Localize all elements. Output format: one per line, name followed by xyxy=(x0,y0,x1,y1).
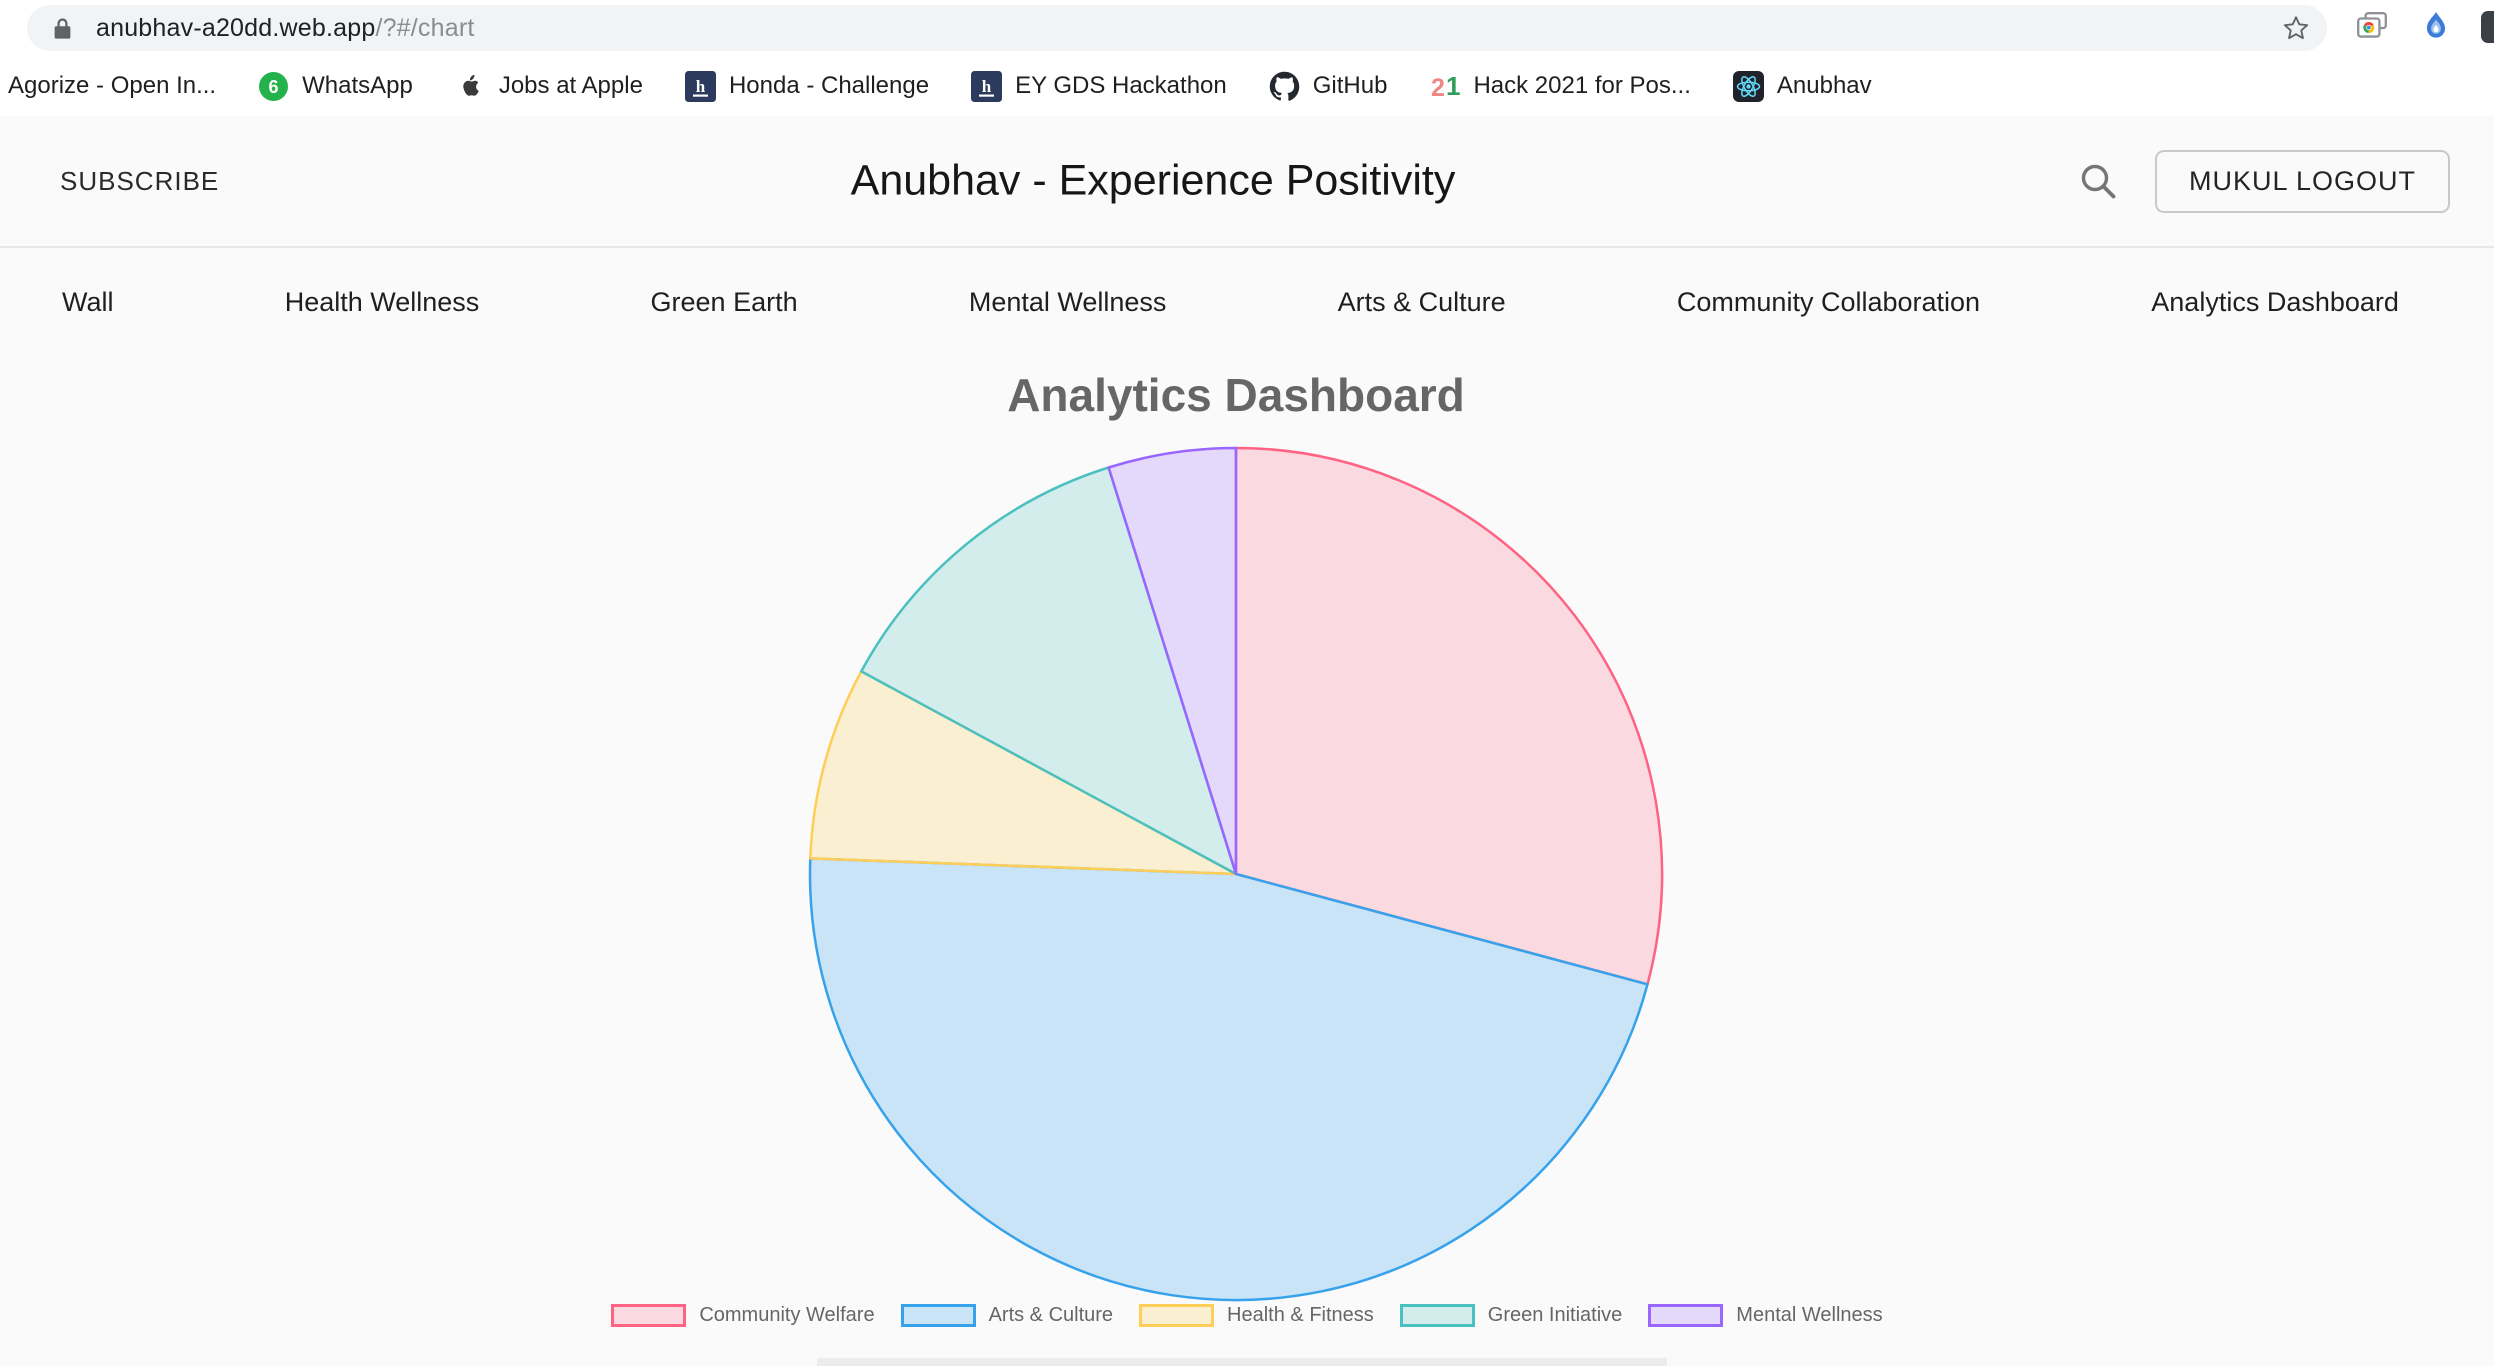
react-icon xyxy=(1732,70,1764,102)
edge-partial-icon[interactable] xyxy=(2481,11,2494,43)
address-bar[interactable]: anubhav-a20dd.web.app/?#/chart xyxy=(27,5,2327,51)
bottom-cutoff-band xyxy=(817,1358,1667,1366)
legend-label: Green Initiative xyxy=(1487,1304,1623,1326)
legend-item-health-fitness[interactable]: Health & Fitness xyxy=(1139,1304,1374,1327)
bookmark-label: Agorize - Open In... xyxy=(8,72,217,99)
logout-button[interactable]: MUKUL LOGOUT xyxy=(2154,149,2450,213)
bookmark-label: EY GDS Hackathon xyxy=(1015,72,1227,99)
search-icon[interactable] xyxy=(2077,160,2119,202)
legend-label: Arts & Culture xyxy=(988,1304,1114,1326)
site-nav: Wall Health Wellness Green Earth Mental Wel… xyxy=(0,248,2494,356)
legend-item-arts-culture[interactable]: Arts & Culture xyxy=(900,1304,1114,1327)
legend-label: Mental Wellness xyxy=(1736,1304,1883,1326)
legend-swatch xyxy=(1139,1304,1215,1327)
pie-slice-health-fitness[interactable] xyxy=(809,670,1238,876)
bookmark-anubhav[interactable]: Anubhav xyxy=(1732,70,1872,102)
legend-swatch xyxy=(1399,1304,1475,1327)
nav-item-community-collaboration[interactable]: Community Collaboration xyxy=(1676,286,1981,317)
bookmark-honda-challenge[interactable]: h Honda - Challenge xyxy=(684,70,930,102)
svg-text:1: 1 xyxy=(1446,71,1460,101)
pie-slice-green-initiative[interactable] xyxy=(860,466,1238,876)
legend-item-green-initiative[interactable]: Green Initiative xyxy=(1399,1304,1623,1327)
bookmark-github[interactable]: GitHub xyxy=(1269,71,1388,102)
hackerearth-icon: h xyxy=(684,70,716,102)
url-path: /?#/chart xyxy=(375,13,475,42)
svg-text:6: 6 xyxy=(269,77,279,97)
github-icon xyxy=(1269,71,1300,102)
bookmark-label: Hack 2021 for Pos... xyxy=(1473,72,1691,99)
nav-item-mental-wellness[interactable]: Mental Wellness xyxy=(968,286,1167,317)
legend-item-mental-wellness[interactable]: Mental Wellness xyxy=(1648,1304,1883,1327)
bookmark-star-icon[interactable] xyxy=(2281,13,2311,43)
chart-legend: Community Welfare Arts & Culture Health & … xyxy=(0,1304,2494,1327)
legend-label: Health & Fitness xyxy=(1227,1304,1374,1326)
bookmark-agorize-open-in[interactable]: Agorize - Open In... xyxy=(8,72,216,100)
svg-text:h: h xyxy=(982,77,992,96)
legend-swatch xyxy=(1648,1304,1724,1327)
legend-swatch xyxy=(611,1304,687,1327)
bookmark-label: Honda - Challenge xyxy=(728,72,930,99)
site-page: SUBSCRIBE Anubhav - Experience Positivit… xyxy=(0,116,2494,1366)
legend-item-community-welfare[interactable]: Community Welfare xyxy=(611,1304,875,1327)
tab-chrome-icon[interactable] xyxy=(2355,10,2389,44)
pie-slice-mental-wellness[interactable] xyxy=(1107,446,1238,876)
subscribe-button[interactable]: SUBSCRIBE xyxy=(60,165,220,196)
apple-icon xyxy=(455,71,486,102)
bookmarks-bar: Agorize - Open In... 6 WhatsApp Jobs at App… xyxy=(0,56,2494,116)
legend-label: Community Welfare xyxy=(699,1304,875,1326)
lock-icon[interactable] xyxy=(49,15,76,42)
nav-item-analytics-dashboard[interactable]: Analytics Dashboard xyxy=(2151,286,2399,317)
nav-item-arts-culture[interactable]: Arts & Culture xyxy=(1337,286,1506,317)
nav-item-green-earth[interactable]: Green Earth xyxy=(650,286,798,317)
pie-slice-arts-culture[interactable] xyxy=(808,857,1649,1302)
pie-slice-community-welfare[interactable] xyxy=(1234,446,1664,986)
bookmark-label: GitHub xyxy=(1312,72,1388,99)
svg-text:h: h xyxy=(696,77,706,96)
bookmark-label: Anubhav xyxy=(1776,72,1872,99)
bookmark-hack-2021-for-pos[interactable]: 2 1 Hack 2021 for Pos... xyxy=(1429,71,1690,102)
site-header: SUBSCRIBE Anubhav - Experience Positivit… xyxy=(0,116,2494,248)
nav-item-health-wellness[interactable]: Health Wellness xyxy=(284,286,480,317)
nav-item-wall[interactable]: Wall xyxy=(62,286,114,317)
bookmark-jobs-at-apple[interactable]: Jobs at Apple xyxy=(455,71,643,102)
header-right-controls: MUKUL LOGOUT xyxy=(2077,149,2450,213)
page-title: Anubhav - Experience Positivity xyxy=(850,156,1456,205)
bookmark-label: Jobs at Apple xyxy=(498,72,643,99)
svg-text:2: 2 xyxy=(1431,74,1445,102)
url-host: anubhav-a20dd.web.app xyxy=(96,13,376,42)
legend-swatch xyxy=(900,1304,976,1327)
bookmark-whatsapp[interactable]: 6 WhatsApp xyxy=(258,71,413,102)
pie-chart xyxy=(808,446,1664,1302)
extension-flame-icon[interactable] xyxy=(2419,10,2453,44)
whatsapp-badge-icon: 6 xyxy=(258,71,289,102)
chart-heading: Analytics Dashboard xyxy=(1007,369,1465,421)
omnibox-row: anubhav-a20dd.web.app/?#/chart xyxy=(0,0,2494,56)
url-text: anubhav-a20dd.web.app/?#/chart xyxy=(96,14,475,43)
bookmark-label: WhatsApp xyxy=(302,72,413,99)
hackerearth-icon: h xyxy=(971,70,1003,102)
browser-chrome: anubhav-a20dd.web.app/?#/chart A xyxy=(0,0,2494,116)
browser-toolbar-icons xyxy=(2325,10,2494,44)
bookmark-ey-gds-hackathon[interactable]: h EY GDS Hackathon xyxy=(971,70,1227,102)
